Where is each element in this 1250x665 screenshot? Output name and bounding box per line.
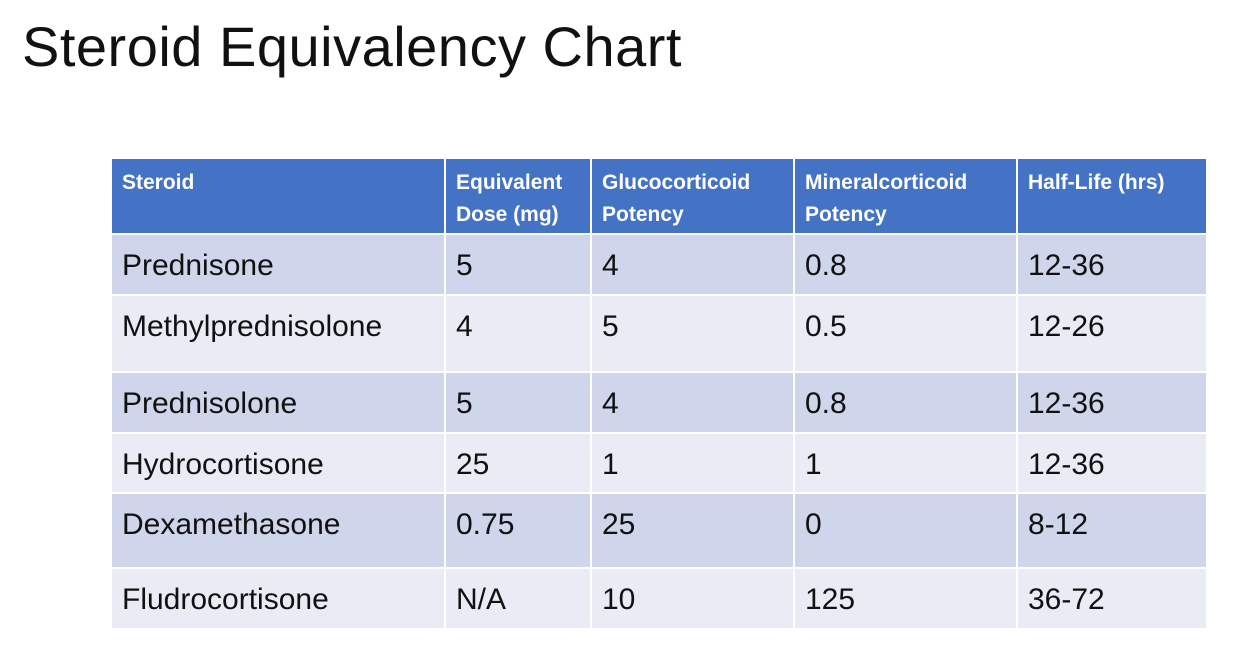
- cell-glucocorticoid-potency: 4: [590, 371, 795, 434]
- cell-half-life: 12-26: [1016, 294, 1208, 373]
- cell-glucocorticoid-potency: 5: [590, 294, 795, 373]
- table-row: Hydrocortisone 25 1 1 12-36: [110, 432, 1208, 494]
- cell-equivalent-dose: 0.75: [444, 492, 592, 569]
- cell-mineralcorticoid-potency: 125: [793, 567, 1018, 630]
- header-equivalent-dose: Equivalent Dose (mg): [444, 157, 592, 235]
- cell-half-life: 12-36: [1016, 371, 1208, 434]
- cell-equivalent-dose: 5: [444, 233, 592, 296]
- cell-equivalent-dose: 4: [444, 294, 592, 373]
- header-mineralcorticoid-potency: Mineralcorticoid Potency: [793, 157, 1018, 235]
- header-half-life: Half-Life (hrs): [1016, 157, 1208, 235]
- table-row: Prednisolone 5 4 0.8 12-36: [110, 371, 1208, 434]
- cell-half-life: 8-12: [1016, 492, 1208, 569]
- cell-steroid: Hydrocortisone: [110, 432, 446, 494]
- cell-glucocorticoid-potency: 10: [590, 567, 795, 630]
- cell-glucocorticoid-potency: 4: [590, 233, 795, 296]
- cell-steroid: Dexamethasone: [110, 492, 446, 569]
- cell-mineralcorticoid-potency: 0: [793, 492, 1018, 569]
- table-row: Prednisone 5 4 0.8 12-36: [110, 233, 1208, 296]
- cell-equivalent-dose: N/A: [444, 567, 592, 630]
- cell-half-life: 36-72: [1016, 567, 1208, 630]
- table-row: Fludrocortisone N/A 10 125 36-72: [110, 567, 1208, 630]
- steroid-equivalency-table: Steroid Equivalent Dose (mg) Glucocortic…: [110, 157, 1208, 630]
- table-header-row: Steroid Equivalent Dose (mg) Glucocortic…: [110, 157, 1208, 235]
- cell-equivalent-dose: 25: [444, 432, 592, 494]
- cell-steroid: Prednisolone: [110, 371, 446, 434]
- table-row: Methylprednisolone 4 5 0.5 12-26: [110, 294, 1208, 373]
- cell-mineralcorticoid-potency: 0.8: [793, 371, 1018, 434]
- cell-glucocorticoid-potency: 1: [590, 432, 795, 494]
- cell-glucocorticoid-potency: 25: [590, 492, 795, 569]
- cell-mineralcorticoid-potency: 0.8: [793, 233, 1018, 296]
- header-glucocorticoid-potency: Glucocorticoid Potency: [590, 157, 795, 235]
- table-row: Dexamethasone 0.75 25 0 8-12: [110, 492, 1208, 569]
- header-steroid: Steroid: [110, 157, 446, 235]
- cell-mineralcorticoid-potency: 1: [793, 432, 1018, 494]
- page-title: Steroid Equivalency Chart: [22, 15, 682, 78]
- cell-steroid: Methylprednisolone: [110, 294, 446, 373]
- cell-half-life: 12-36: [1016, 432, 1208, 494]
- cell-mineralcorticoid-potency: 0.5: [793, 294, 1018, 373]
- cell-half-life: 12-36: [1016, 233, 1208, 296]
- cell-steroid: Prednisone: [110, 233, 446, 296]
- cell-equivalent-dose: 5: [444, 371, 592, 434]
- cell-steroid: Fludrocortisone: [110, 567, 446, 630]
